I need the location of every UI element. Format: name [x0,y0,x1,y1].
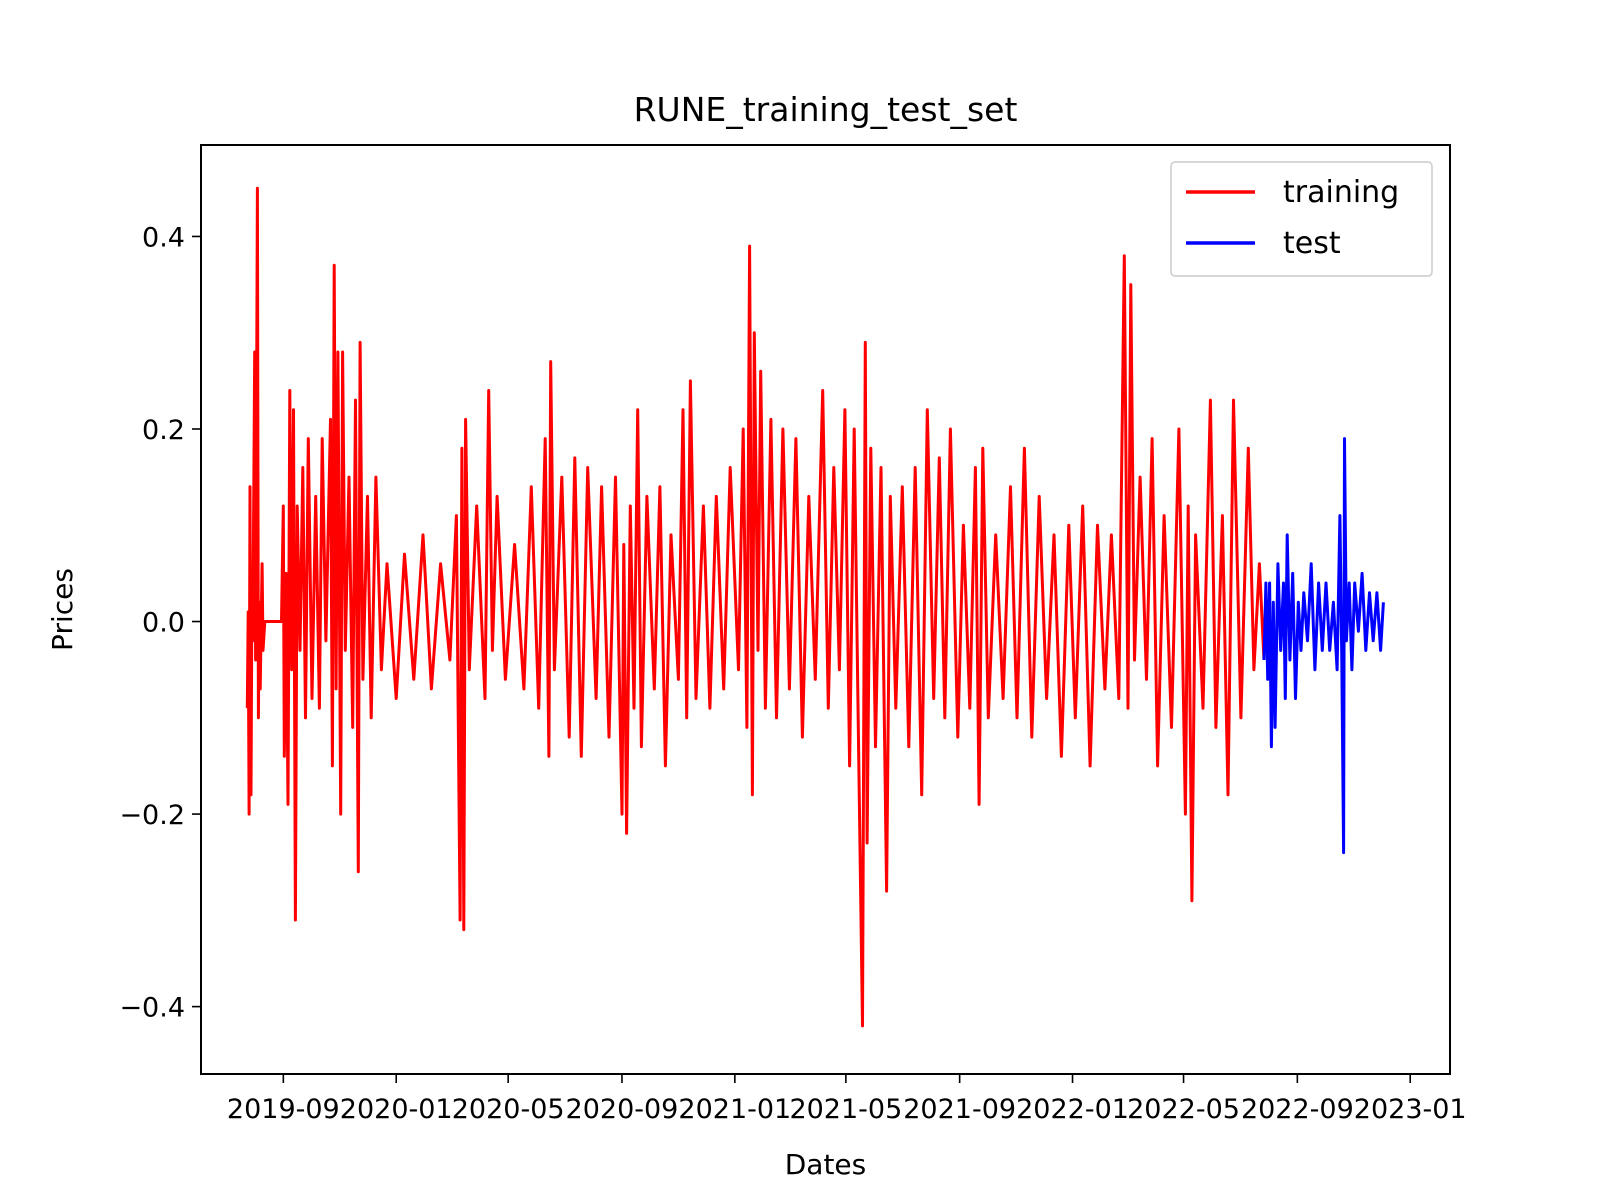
x-axis-label: Dates [785,1148,867,1181]
legend-label-test: test [1283,226,1341,261]
x-tick-label: 2020-09 [566,1094,679,1125]
x-tick-label: 2021-05 [789,1094,902,1125]
legend-label-training: training [1283,175,1399,210]
legend: training test [1170,161,1433,277]
series-line-training [245,186,1266,1028]
x-tick-label: 2022-05 [1127,1094,1240,1125]
y-tick-label: −0.2 [119,800,185,831]
y-tick-label: 0.4 [142,222,185,253]
y-axis-label: Prices [46,568,79,651]
series-layer [245,186,1385,1028]
y-tick-label: −0.4 [119,993,185,1024]
x-tick-label: 2020-05 [452,1094,565,1125]
series-line-test [1262,437,1385,855]
x-axis: 2019-09 2020-01 2020-05 2020-09 2021-012021-… [227,1074,1467,1125]
x-tick-label: 2023-01 [1354,1094,1467,1125]
x-tick-label: 2022-01 [1016,1094,1129,1125]
plot-frame [200,144,1451,1075]
y-tick-label: 0.0 [142,608,185,639]
x-tick-label: 2021-01 [678,1094,791,1125]
chart-title: RUNE_training_test_set [634,90,1018,129]
x-tick-label: 2022-09 [1241,1094,1354,1125]
x-tick-label: 2021-09 [903,1094,1016,1125]
x-tick-label: 2020-01 [340,1094,453,1125]
y-axis: −0.4 −0.2 0.0 0.2 0.4 [119,222,201,1024]
x-tick-label: 2019-09 [227,1094,340,1125]
y-tick-label: 0.2 [142,415,185,446]
